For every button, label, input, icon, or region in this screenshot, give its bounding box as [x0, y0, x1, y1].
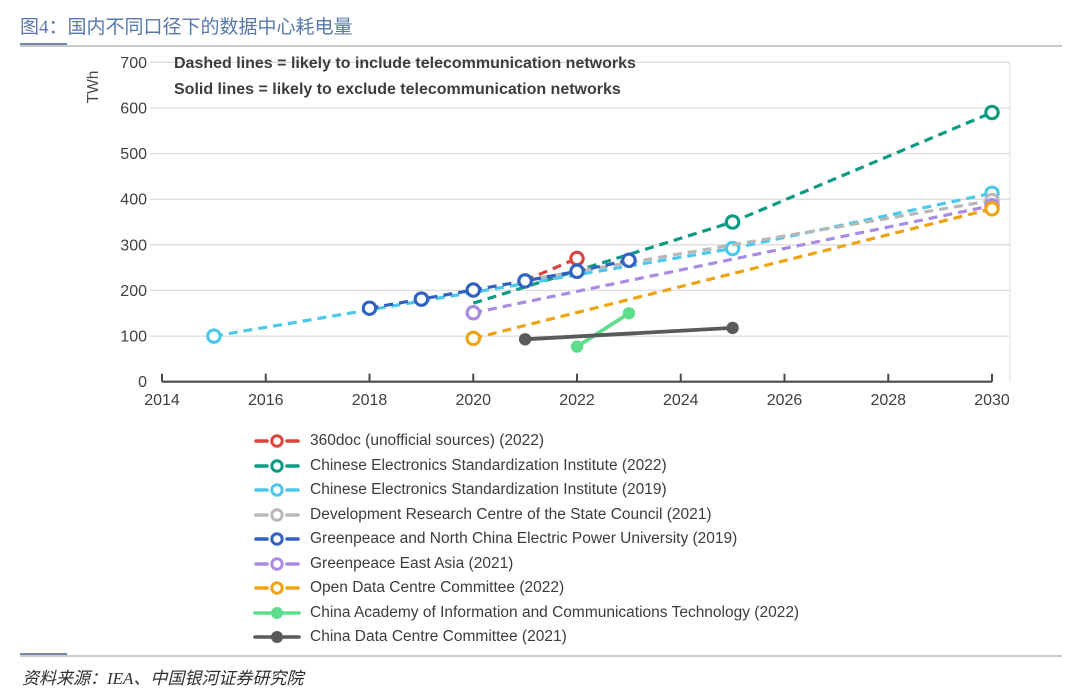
legend-swatch-icon [253, 606, 301, 619]
legend-label: Development Research Centre of the State… [310, 505, 712, 523]
data-point [465, 330, 482, 347]
legend-swatch-icon [254, 434, 300, 448]
legend-item: Open Data Centre Committee (2022) [253, 576, 799, 601]
legend-item: 360doc (unofficial sources) (2022) [253, 429, 799, 454]
x-axis: 2014 2016 2018 2020 2022 2024 2026 2028 2030 [144, 373, 1010, 409]
legend-label: Greenpeace and North China Electric Powe… [310, 530, 738, 548]
legend-item: Chinese Electronics Standardization Inst… [253, 454, 799, 479]
series-3 [206, 185, 1000, 344]
legend-swatch-icon [253, 631, 301, 644]
data-point [622, 307, 636, 320]
data-point [413, 291, 430, 307]
data-point [517, 273, 533, 289]
legend-swatch-icon [254, 557, 300, 571]
legend-label: 360doc (unofficial sources) (2022) [310, 432, 545, 450]
data-point [569, 263, 585, 280]
data-point [621, 252, 637, 269]
legend-swatch-icon [254, 459, 300, 473]
svg-text:2026: 2026 [767, 392, 803, 409]
data-point [570, 340, 584, 353]
legend-item: Greenpeace East Asia (2021) [253, 552, 799, 577]
svg-text:2014: 2014 [144, 392, 180, 409]
legend-label: Open Data Centre Committee (2022) [310, 579, 565, 597]
data-point [724, 214, 741, 230]
data-point [569, 250, 585, 267]
data-point [984, 104, 1000, 121]
svg-text:400: 400 [120, 192, 147, 209]
svg-text:300: 300 [120, 237, 147, 254]
annotation-dashed-lines: Dashed lines = likely to include telecom… [174, 55, 636, 72]
figure-title: 图4：国内不同口径下的数据中心耗电量 [20, 17, 353, 38]
legend-swatch-icon [254, 532, 300, 546]
series-8 [570, 307, 636, 353]
legend-item: Chinese Electronics Standardization Inst… [253, 478, 799, 503]
svg-text:0: 0 [138, 374, 147, 391]
svg-text:600: 600 [120, 100, 147, 117]
legend-label: China Academy of Information and Communi… [310, 603, 800, 621]
y-axis-unit-label: TWh [85, 71, 102, 104]
gridlines [150, 61, 1011, 382]
svg-text:2028: 2028 [870, 392, 906, 409]
legend-swatch-icon [254, 483, 300, 497]
svg-text:200: 200 [120, 283, 147, 300]
legend-swatch-icon [254, 508, 300, 522]
y-axis-labels: 0 100 200 300 400 500 600 700 TWh [85, 55, 147, 391]
source-note: 资料来源：IEA、中国银河证券研究院 [22, 669, 304, 688]
svg-text:700: 700 [120, 55, 147, 72]
legend-item: China Data Centre Committee (2021) [253, 625, 799, 650]
svg-text:500: 500 [120, 146, 147, 163]
series-9 [518, 321, 739, 346]
svg-text:2030: 2030 [974, 392, 1010, 409]
data-point [465, 282, 482, 298]
series-7 [465, 201, 1000, 347]
legend-label: Greenpeace East Asia (2021) [310, 554, 514, 572]
data-point [361, 300, 378, 316]
data-point [984, 201, 1000, 217]
svg-text:100: 100 [120, 329, 147, 346]
svg-text:2016: 2016 [248, 392, 284, 409]
svg-text:2020: 2020 [455, 392, 491, 409]
legend-item: Development Research Centre of the State… [253, 503, 799, 528]
legend-label: China Data Centre Committee (2021) [310, 628, 567, 646]
data-point [206, 328, 222, 344]
chart-legend: 360doc (unofficial sources) (2022) Chines… [253, 429, 799, 650]
legend-item: China Academy of Information and Communi… [253, 601, 799, 626]
data-point [726, 321, 739, 335]
svg-text:2018: 2018 [352, 392, 388, 409]
data-point [518, 333, 532, 346]
data-point [465, 305, 482, 321]
svg-text:2024: 2024 [663, 392, 699, 409]
bottom-divider [20, 655, 1062, 657]
legend-label: Chinese Electronics Standardization Inst… [310, 456, 667, 474]
legend-item: Greenpeace and North China Electric Powe… [253, 527, 799, 552]
top-divider [20, 45, 1062, 47]
legend-swatch-icon [254, 581, 300, 595]
legend-label: Chinese Electronics Standardization Inst… [310, 481, 667, 499]
svg-text:2022: 2022 [559, 392, 595, 409]
series-5 [361, 252, 637, 316]
annotation-solid-lines: Solid lines = likely to exclude telecomm… [174, 81, 621, 98]
